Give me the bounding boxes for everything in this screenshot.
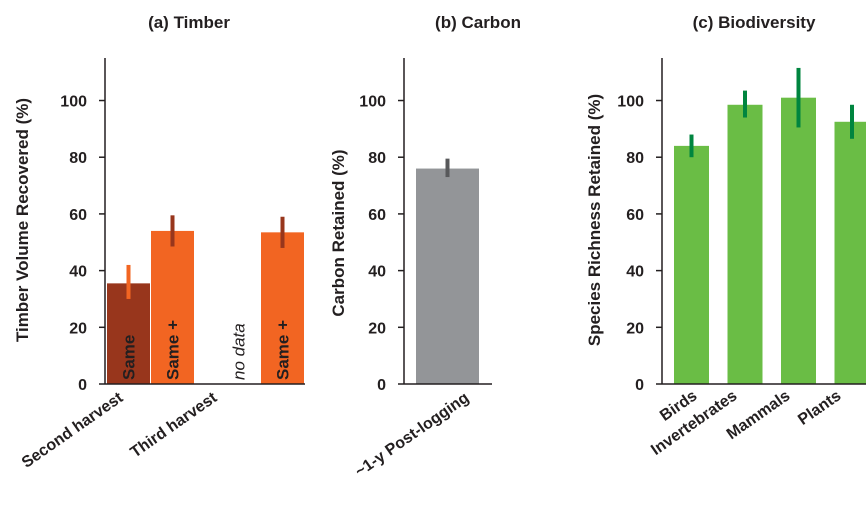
bar-2: [781, 97, 816, 385]
y-tick-label: 80: [69, 150, 87, 167]
y-tick-label: 40: [368, 264, 386, 281]
bar-label-2: Same +: [274, 320, 293, 380]
panel-carbon-ylabel: Carbon Retained (%): [329, 149, 348, 316]
y-tick-label: 80: [368, 150, 386, 167]
bar-label-1: Same +: [164, 320, 183, 380]
y-tick-label: 60: [69, 207, 87, 224]
panel-timber-yticks: 0 20 40 60 80 100: [60, 94, 105, 394]
panel-biodiversity-title: (c) Biodiversity: [693, 13, 816, 32]
y-tick-label: 100: [60, 94, 87, 111]
y-tick-label: 20: [626, 320, 644, 337]
bar-1: [727, 104, 763, 384]
panel-timber-xlabels: Second harvest Third harvest: [19, 389, 221, 472]
y-tick-label: 40: [69, 264, 87, 281]
bar-2: [261, 232, 304, 384]
category-label: Third harvest: [128, 389, 221, 461]
category-label: Plants: [795, 387, 844, 429]
y-tick-label: 0: [377, 377, 386, 394]
panel-carbon: (b) Carbon Carbon Retained (%) 0 20 40 60 80…: [329, 13, 521, 481]
category-label: Second harvest: [19, 389, 127, 472]
bar-label-0: Same: [120, 335, 139, 380]
panel-timber-title: (a) Timber: [148, 13, 230, 32]
y-tick-label: 100: [617, 94, 644, 111]
y-tick-label: 20: [69, 320, 87, 337]
y-tick-label: 40: [626, 264, 644, 281]
panel-timber-ylabel: Timber Volume Recovered (%): [13, 98, 32, 342]
bar-0: [107, 283, 150, 384]
panel-biodiversity: (c) Biodiversity Species Richness Retain…: [585, 13, 866, 459]
panel-carbon-title: (b) Carbon: [435, 13, 521, 32]
category-label: ~1-y Post-logging: [352, 389, 472, 480]
panel-carbon-bars: [416, 158, 479, 384]
bar-3: [834, 121, 866, 385]
y-tick-label: 0: [635, 377, 644, 394]
panel-carbon-yticks: 0 20 40 60 80 100: [359, 94, 404, 394]
bar-0: [674, 145, 709, 384]
y-tick-label: 100: [359, 94, 386, 111]
panel-timber-annotations: no data: [230, 323, 249, 380]
bar-1: [151, 230, 194, 384]
y-tick-label: 60: [368, 207, 386, 224]
no-data-annotation: no data: [230, 323, 249, 380]
y-tick-label: 0: [78, 377, 87, 394]
panel-biodiversity-yticks: 0 20 40 60 80 100: [617, 94, 662, 394]
bar-0: [416, 168, 479, 384]
y-tick-label: 80: [626, 150, 644, 167]
panel-carbon-xlabels: ~1-y Post-logging: [352, 389, 472, 480]
y-tick-label: 20: [368, 320, 386, 337]
panel-timber-bars: Same Same + Same +: [107, 215, 304, 384]
y-tick-label: 60: [626, 207, 644, 224]
panel-biodiversity-ylabel: Species Richness Retained (%): [585, 94, 604, 346]
panel-biodiversity-bars: [674, 67, 866, 385]
panel-timber: (a) Timber Timber Volume Recovered (%) 0…: [13, 13, 305, 472]
